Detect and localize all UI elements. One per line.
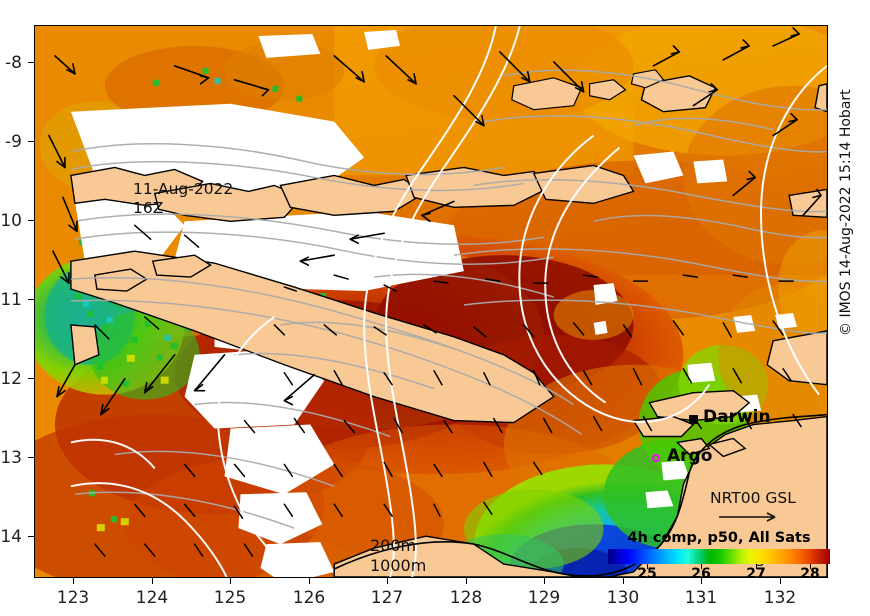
depth-1000m-label: 1000m (370, 556, 427, 575)
x-tick-127 (387, 578, 388, 584)
y-label-2: -10 (0, 211, 22, 231)
x-tick-131 (701, 578, 702, 584)
sst-raster-layer (35, 26, 827, 577)
x-label-9: 132 (763, 588, 797, 608)
current-source-label: NRT00 GSL (710, 489, 796, 507)
colorbar-label-27: 27 (746, 566, 766, 582)
colorbar-label-26: 26 (691, 566, 711, 582)
y-label-4: -12 (0, 369, 22, 389)
y-label-6: -14 (0, 527, 22, 547)
x-label-3: 126 (292, 588, 326, 608)
y-tick-n13 (28, 457, 34, 458)
timestamp-hour: 16Z (133, 199, 164, 217)
x-tick-132 (780, 578, 781, 584)
x-label-0: 123 (56, 588, 90, 608)
x-label-6: 129 (527, 588, 561, 608)
copyright-credit: © IMOS 14-Aug-2022 15:14 Hobart (838, 89, 854, 336)
argo-label: Argo (667, 446, 713, 466)
x-tick-126 (309, 578, 310, 584)
x-tick-128 (466, 578, 467, 584)
darwin-marker[interactable] (689, 415, 698, 424)
x-label-5: 128 (449, 588, 483, 608)
scale-arrow-icon (719, 512, 776, 522)
x-label-7: 130 (606, 588, 640, 608)
colorbar-gradient[interactable] (608, 549, 830, 564)
depth-200m-label: 200m (370, 536, 417, 555)
x-label-1: 124 (135, 588, 169, 608)
timestamp-annotation: 11-Aug-2022 16Z (133, 180, 233, 218)
y-tick-n14 (28, 536, 34, 537)
darwin-label: Darwin (703, 407, 771, 427)
colorbar-label-28: 28 (800, 566, 820, 582)
y-tick-n11 (28, 299, 34, 300)
argo-marker[interactable] (652, 454, 660, 462)
x-label-8: 131 (684, 588, 718, 608)
x-tick-129 (544, 578, 545, 584)
x-tick-125 (230, 578, 231, 584)
y-tick-n12 (28, 378, 34, 379)
y-tick-n10 (28, 220, 34, 221)
y-label-5: -13 (0, 448, 22, 468)
x-label-2: 125 (213, 588, 247, 608)
y-label-3: -11 (0, 290, 22, 310)
depth-contour-lines (70, 26, 827, 577)
y-label-1: -9 (5, 132, 22, 152)
depth-contour-labels: 200m 1000m (370, 536, 426, 576)
colorbar-tick-28 (810, 564, 811, 569)
coastline (333, 413, 827, 577)
map-plot-area[interactable]: 11-Aug-2022 16Z 200m 1000m Darwin Argo NRT… (34, 25, 828, 578)
timestamp-date: 11-Aug-2022 (133, 180, 234, 198)
x-tick-130 (623, 578, 624, 584)
bathymetry-contours (70, 69, 827, 529)
x-tick-124 (152, 578, 153, 584)
y-tick-n8 (28, 62, 34, 63)
colorbar-title: 4h comp, p50, All Sats (627, 530, 811, 546)
y-tick-n9 (28, 141, 34, 142)
colorbar-label-25: 25 (637, 566, 657, 582)
colorbar-tick-25 (647, 564, 648, 569)
colorbar-tick-26 (701, 564, 702, 569)
y-label-0: -8 (5, 53, 22, 73)
map-overlay-layer (48, 26, 827, 577)
current-vectors (48, 27, 822, 557)
x-label-4: 127 (370, 588, 404, 608)
x-tick-123 (73, 578, 74, 584)
colorbar-tick-27 (756, 564, 757, 569)
